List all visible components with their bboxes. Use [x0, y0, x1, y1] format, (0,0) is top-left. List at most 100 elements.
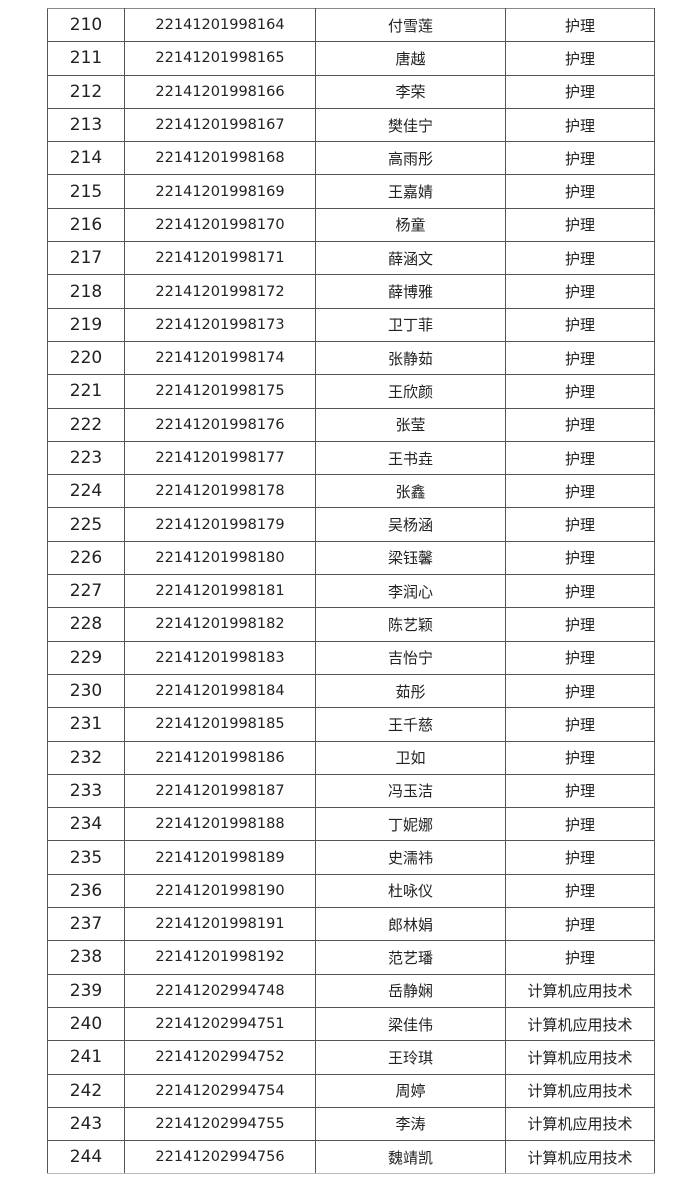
major-cell: 护理 [505, 141, 655, 176]
major-cell: 护理 [505, 274, 655, 309]
row-number-cell: 241 [47, 1040, 125, 1075]
major-cell: 护理 [505, 474, 655, 509]
student-id-cell: 22141201998172 [124, 274, 316, 309]
student-name-cell: 李润心 [315, 574, 506, 609]
student-name-cell: 王玲琪 [315, 1040, 506, 1075]
row-number-cell: 214 [47, 141, 125, 176]
student-name-cell: 魏靖凯 [315, 1140, 506, 1175]
table-row: 233 22141201998187 冯玉洁 护理 [47, 773, 655, 809]
student-id-cell: 22141201998188 [124, 807, 316, 842]
student-id-cell: 22141201998191 [124, 907, 316, 942]
major-cell: 护理 [505, 440, 655, 476]
student-name-cell: 卫如 [315, 740, 506, 775]
row-number-cell: 238 [47, 940, 125, 975]
table-row: 212 22141201998166 李荣 护理 [47, 74, 655, 109]
student-id-cell: 22141201998185 [124, 707, 316, 742]
student-id-cell: 22141201998169 [124, 174, 316, 209]
row-number-cell: 230 [47, 673, 125, 709]
student-id-cell: 22141202994754 [124, 1073, 316, 1108]
row-number-cell: 239 [47, 973, 125, 1008]
student-name-cell: 丁妮娜 [315, 807, 506, 842]
student-name-cell: 薛涵文 [315, 241, 506, 276]
student-name-cell: 张莹 [315, 407, 506, 442]
student-id-cell: 22141202994748 [124, 973, 316, 1008]
row-number-cell: 213 [47, 107, 125, 143]
student-id-cell: 22141201998176 [124, 407, 316, 442]
row-number-cell: 212 [47, 74, 125, 109]
row-number-cell: 219 [47, 307, 125, 342]
student-id-cell: 22141201998184 [124, 673, 316, 709]
row-number-cell: 233 [47, 773, 125, 809]
table-row: 215 22141201998169 王嘉婧 护理 [47, 174, 655, 209]
student-id-cell: 22141201998167 [124, 107, 316, 143]
student-id-cell: 22141202994756 [124, 1140, 316, 1175]
table-row: 217 22141201998171 薛涵文 护理 [47, 241, 655, 276]
major-cell: 护理 [505, 673, 655, 709]
student-name-cell: 陈艺颖 [315, 607, 506, 642]
table-row: 221 22141201998175 王欣颜 护理 [47, 374, 655, 409]
row-number-cell: 223 [47, 440, 125, 476]
student-id-cell: 22141201998173 [124, 307, 316, 342]
student-name-cell: 梁钰馨 [315, 540, 506, 576]
student-name-cell: 吉怡宁 [315, 640, 506, 675]
student-id-cell: 22141201998178 [124, 474, 316, 509]
student-name-cell: 张鑫 [315, 474, 506, 509]
row-number-cell: 226 [47, 540, 125, 576]
table-row: 237 22141201998191 郎林娟 护理 [47, 907, 655, 942]
table-row: 232 22141201998186 卫如 护理 [47, 740, 655, 775]
row-number-cell: 217 [47, 241, 125, 276]
student-id-cell: 22141201998183 [124, 640, 316, 675]
table-row: 224 22141201998178 张鑫 护理 [47, 474, 655, 509]
table-row: 213 22141201998167 樊佳宁 护理 [47, 107, 655, 143]
table-row: 238 22141201998192 范艺璠 护理 [47, 940, 655, 975]
major-cell: 护理 [505, 840, 655, 875]
row-number-cell: 225 [47, 507, 125, 542]
table-row: 218 22141201998172 薛博雅 护理 [47, 274, 655, 309]
major-cell: 计算机应用技术 [505, 1040, 655, 1075]
table-row: 223 22141201998177 王书垚 护理 [47, 440, 655, 476]
table-row: 227 22141201998181 李润心 护理 [47, 574, 655, 609]
student-list-table: 210 22141201998164 付雪莲 护理 211 22141201998165 唐… [47, 7, 655, 1175]
student-id-cell: 22141201998170 [124, 207, 316, 243]
table-row: 242 22141202994754 周婷 计算机应用技术 [47, 1073, 655, 1108]
row-number-cell: 237 [47, 907, 125, 942]
table-row: 241 22141202994752 王玲琪 计算机应用技术 [47, 1040, 655, 1075]
table-row: 235 22141201998189 史濡祎 护理 [47, 840, 655, 875]
table-row: 231 22141201998185 王千慈 护理 [47, 707, 655, 742]
row-number-cell: 220 [47, 340, 125, 376]
student-id-cell: 22141201998189 [124, 840, 316, 875]
row-number-cell: 211 [47, 41, 125, 76]
student-name-cell: 岳静娴 [315, 973, 506, 1008]
student-name-cell: 王千慈 [315, 707, 506, 742]
table-row: 239 22141202994748 岳静娴 计算机应用技术 [47, 973, 655, 1008]
row-number-cell: 218 [47, 274, 125, 309]
student-id-cell: 22141202994751 [124, 1006, 316, 1042]
major-cell: 计算机应用技术 [505, 1006, 655, 1042]
student-name-cell: 史濡祎 [315, 840, 506, 875]
table-row: 214 22141201998168 高雨彤 护理 [47, 141, 655, 176]
major-cell: 护理 [505, 540, 655, 576]
student-name-cell: 李涛 [315, 1106, 506, 1142]
major-cell: 护理 [505, 174, 655, 209]
student-name-cell: 杨童 [315, 207, 506, 243]
major-cell: 护理 [505, 241, 655, 276]
major-cell: 计算机应用技术 [505, 1106, 655, 1142]
student-id-cell: 22141201998166 [124, 74, 316, 109]
student-name-cell: 付雪莲 [315, 7, 506, 43]
student-id-cell: 22141201998182 [124, 607, 316, 642]
student-name-cell: 吴杨涵 [315, 507, 506, 542]
major-cell: 护理 [505, 374, 655, 409]
student-id-cell: 22141201998177 [124, 440, 316, 476]
major-cell: 护理 [505, 207, 655, 243]
table-row: 216 22141201998170 杨童 护理 [47, 207, 655, 243]
row-number-cell: 215 [47, 174, 125, 209]
student-id-cell: 22141202994752 [124, 1040, 316, 1075]
student-name-cell: 冯玉洁 [315, 773, 506, 809]
row-number-cell: 229 [47, 640, 125, 675]
major-cell: 护理 [505, 607, 655, 642]
row-number-cell: 227 [47, 574, 125, 609]
row-number-cell: 243 [47, 1106, 125, 1142]
major-cell: 护理 [505, 307, 655, 342]
row-number-cell: 231 [47, 707, 125, 742]
student-id-cell: 22141201998164 [124, 7, 316, 43]
